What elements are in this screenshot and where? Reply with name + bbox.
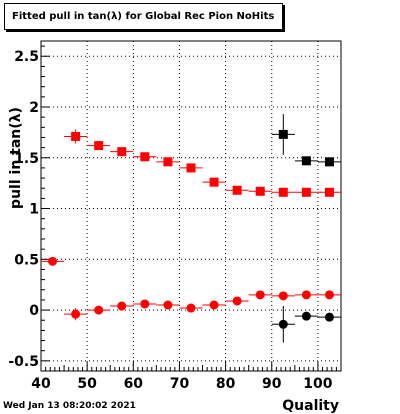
- square-marker: [324, 157, 334, 167]
- circle-marker: [255, 290, 265, 300]
- circle-marker: [278, 291, 288, 301]
- x-tick-label: 60: [124, 376, 144, 392]
- square-marker: [140, 152, 150, 162]
- square-marker: [278, 187, 288, 197]
- axis-ticks: [40, 45, 342, 372]
- y-tick-label: -0.5: [8, 354, 39, 370]
- x-tick-label: 90: [262, 376, 282, 392]
- square-marker: [209, 177, 219, 187]
- y-tick-label: 1: [29, 202, 39, 218]
- circle-marker: [232, 296, 242, 306]
- square-marker: [186, 163, 196, 173]
- series-3: [271, 306, 341, 343]
- grid-lines: [41, 41, 341, 371]
- circle-marker: [209, 300, 219, 310]
- plot-frame: [40, 40, 342, 372]
- y-tick-label: 2.5: [14, 49, 39, 65]
- square-marker: [163, 157, 173, 167]
- y-tick-label: 1.5: [14, 151, 39, 167]
- circle-marker: [301, 290, 311, 300]
- circle-marker: [117, 301, 127, 311]
- series-0: [64, 129, 341, 197]
- chart-title: Fitted pull in tan(λ) for Global Rec Pio…: [12, 11, 275, 22]
- x-axis-title: Quality: [282, 398, 339, 414]
- square-marker: [71, 131, 81, 141]
- circle-marker: [278, 319, 288, 329]
- plot-area-border: [40, 40, 342, 372]
- circle-marker: [94, 305, 104, 315]
- series-1: [271, 114, 341, 167]
- chart-title-box: Fitted pull in tan(λ) for Global Rec Pio…: [4, 3, 283, 30]
- series-2: [41, 256, 341, 321]
- square-marker: [232, 185, 242, 195]
- square-marker: [324, 187, 334, 197]
- y-tick-label: 2: [29, 100, 39, 116]
- y-tick-label: 0: [29, 303, 39, 319]
- square-marker: [301, 187, 311, 197]
- x-tick-label: 80: [216, 376, 236, 392]
- y-axis-title: pull in tan(λ): [8, 107, 24, 209]
- x-tick-label: 40: [31, 376, 51, 392]
- square-marker: [278, 129, 288, 139]
- x-tick-label: 50: [77, 376, 97, 392]
- footer-timestamp: Wed Jan 13 08:20:02 2021: [3, 401, 136, 411]
- data-points: [41, 114, 341, 343]
- circle-marker: [186, 303, 196, 313]
- circle-marker: [48, 256, 58, 266]
- square-marker: [117, 147, 127, 157]
- square-marker: [301, 156, 311, 166]
- square-marker: [255, 186, 265, 196]
- x-tick-label: 100: [303, 376, 332, 392]
- circle-marker: [140, 299, 150, 309]
- circle-marker: [163, 300, 173, 310]
- square-marker: [94, 141, 104, 151]
- x-tick-label: 70: [170, 376, 190, 392]
- circle-marker: [301, 311, 311, 321]
- circle-marker: [324, 290, 334, 300]
- circle-marker: [71, 309, 81, 319]
- y-tick-label: 0.5: [14, 252, 39, 268]
- circle-marker: [324, 312, 334, 322]
- tick-labels: 40 50 60 70 80 90 100 -0.5 0 0.5 1 1.5 2 2.5: [8, 49, 332, 392]
